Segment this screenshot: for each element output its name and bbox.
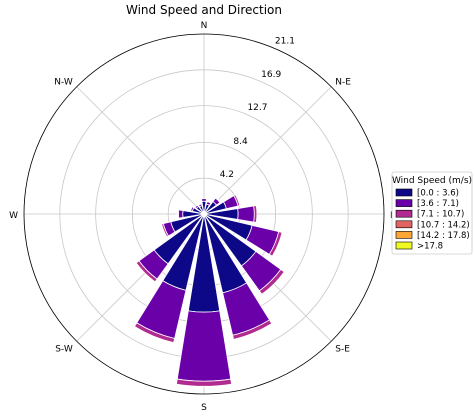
wind-bar-bin-1 <box>201 198 207 202</box>
radial-tick-labels: 4.2 8.4 12.7 16.9 21.1 <box>220 37 295 180</box>
legend-swatch <box>395 209 413 218</box>
wind-bar-bin-2 <box>161 223 169 238</box>
wind-bar-bin-2 <box>133 322 176 344</box>
wind-bar-bin-2 <box>258 268 285 295</box>
legend-label: [3.6 : 7.1) <box>417 199 459 209</box>
legend-swatch <box>395 199 413 207</box>
direction-label: S-E <box>335 344 350 354</box>
direction-label: S <box>201 403 207 413</box>
legend-swatch <box>395 220 413 229</box>
legend-label: >17.8 <box>417 242 443 252</box>
wind-bars <box>133 194 285 387</box>
wind-bar-bin-2 <box>253 205 258 223</box>
direction-label: N-E <box>335 78 351 88</box>
legend-label: [14.2 : 17.8) <box>417 231 470 241</box>
direction-label: S-W <box>55 344 73 354</box>
wind-bar-bin-2 <box>177 209 180 219</box>
chart-title: Wind Speed and Direction <box>126 3 282 17</box>
legend-label: [0.0 : 3.6) <box>417 189 459 199</box>
legend-title: Wind Speed (m/s) <box>392 176 472 186</box>
wind-bar-bin-1 <box>237 205 255 223</box>
legend-swatch <box>395 231 413 239</box>
grid-spoke <box>203 86 332 215</box>
legend-swatch <box>395 188 413 197</box>
radial-tick-label: 16.9 <box>261 70 281 80</box>
wind-bar-bin-1 <box>205 201 212 206</box>
wind-bar-bin-2 <box>175 378 233 387</box>
legend: Wind Speed (m/s) [0.0 : 3.6)[3.6 : 7.1)[7… <box>391 171 473 255</box>
radial-tick-label: 12.7 <box>247 103 267 113</box>
legend-label: [7.1 : 10.7) <box>417 210 464 220</box>
wind-bar-bin-2 <box>135 260 158 283</box>
radial-tick-label: 4.2 <box>220 170 234 180</box>
direction-label: W <box>9 211 18 221</box>
wind-bar-bin-1 <box>178 209 184 219</box>
wind-bar-bin-2 <box>214 196 222 204</box>
wind-bar-bin-2 <box>233 194 241 207</box>
direction-label: N <box>201 21 208 31</box>
wind-bar-bin-1 <box>198 203 203 208</box>
outer-circle <box>23 33 385 395</box>
wind-bar-bin-1 <box>190 206 195 212</box>
direction-label: N-W <box>54 78 73 88</box>
wind-bar-bin-2 <box>268 231 283 257</box>
legend-label: [10.7 : 14.2) <box>417 220 470 230</box>
legend-swatch <box>395 241 413 250</box>
radial-tick-label: 8.4 <box>233 137 248 147</box>
grid-spoke <box>76 86 205 215</box>
wind-bar-bin-2 <box>232 319 273 340</box>
radial-tick-label: 21.1 <box>275 37 295 47</box>
wind-bar-bin-1 <box>176 310 232 382</box>
wind-bar-bin-1 <box>194 204 200 210</box>
